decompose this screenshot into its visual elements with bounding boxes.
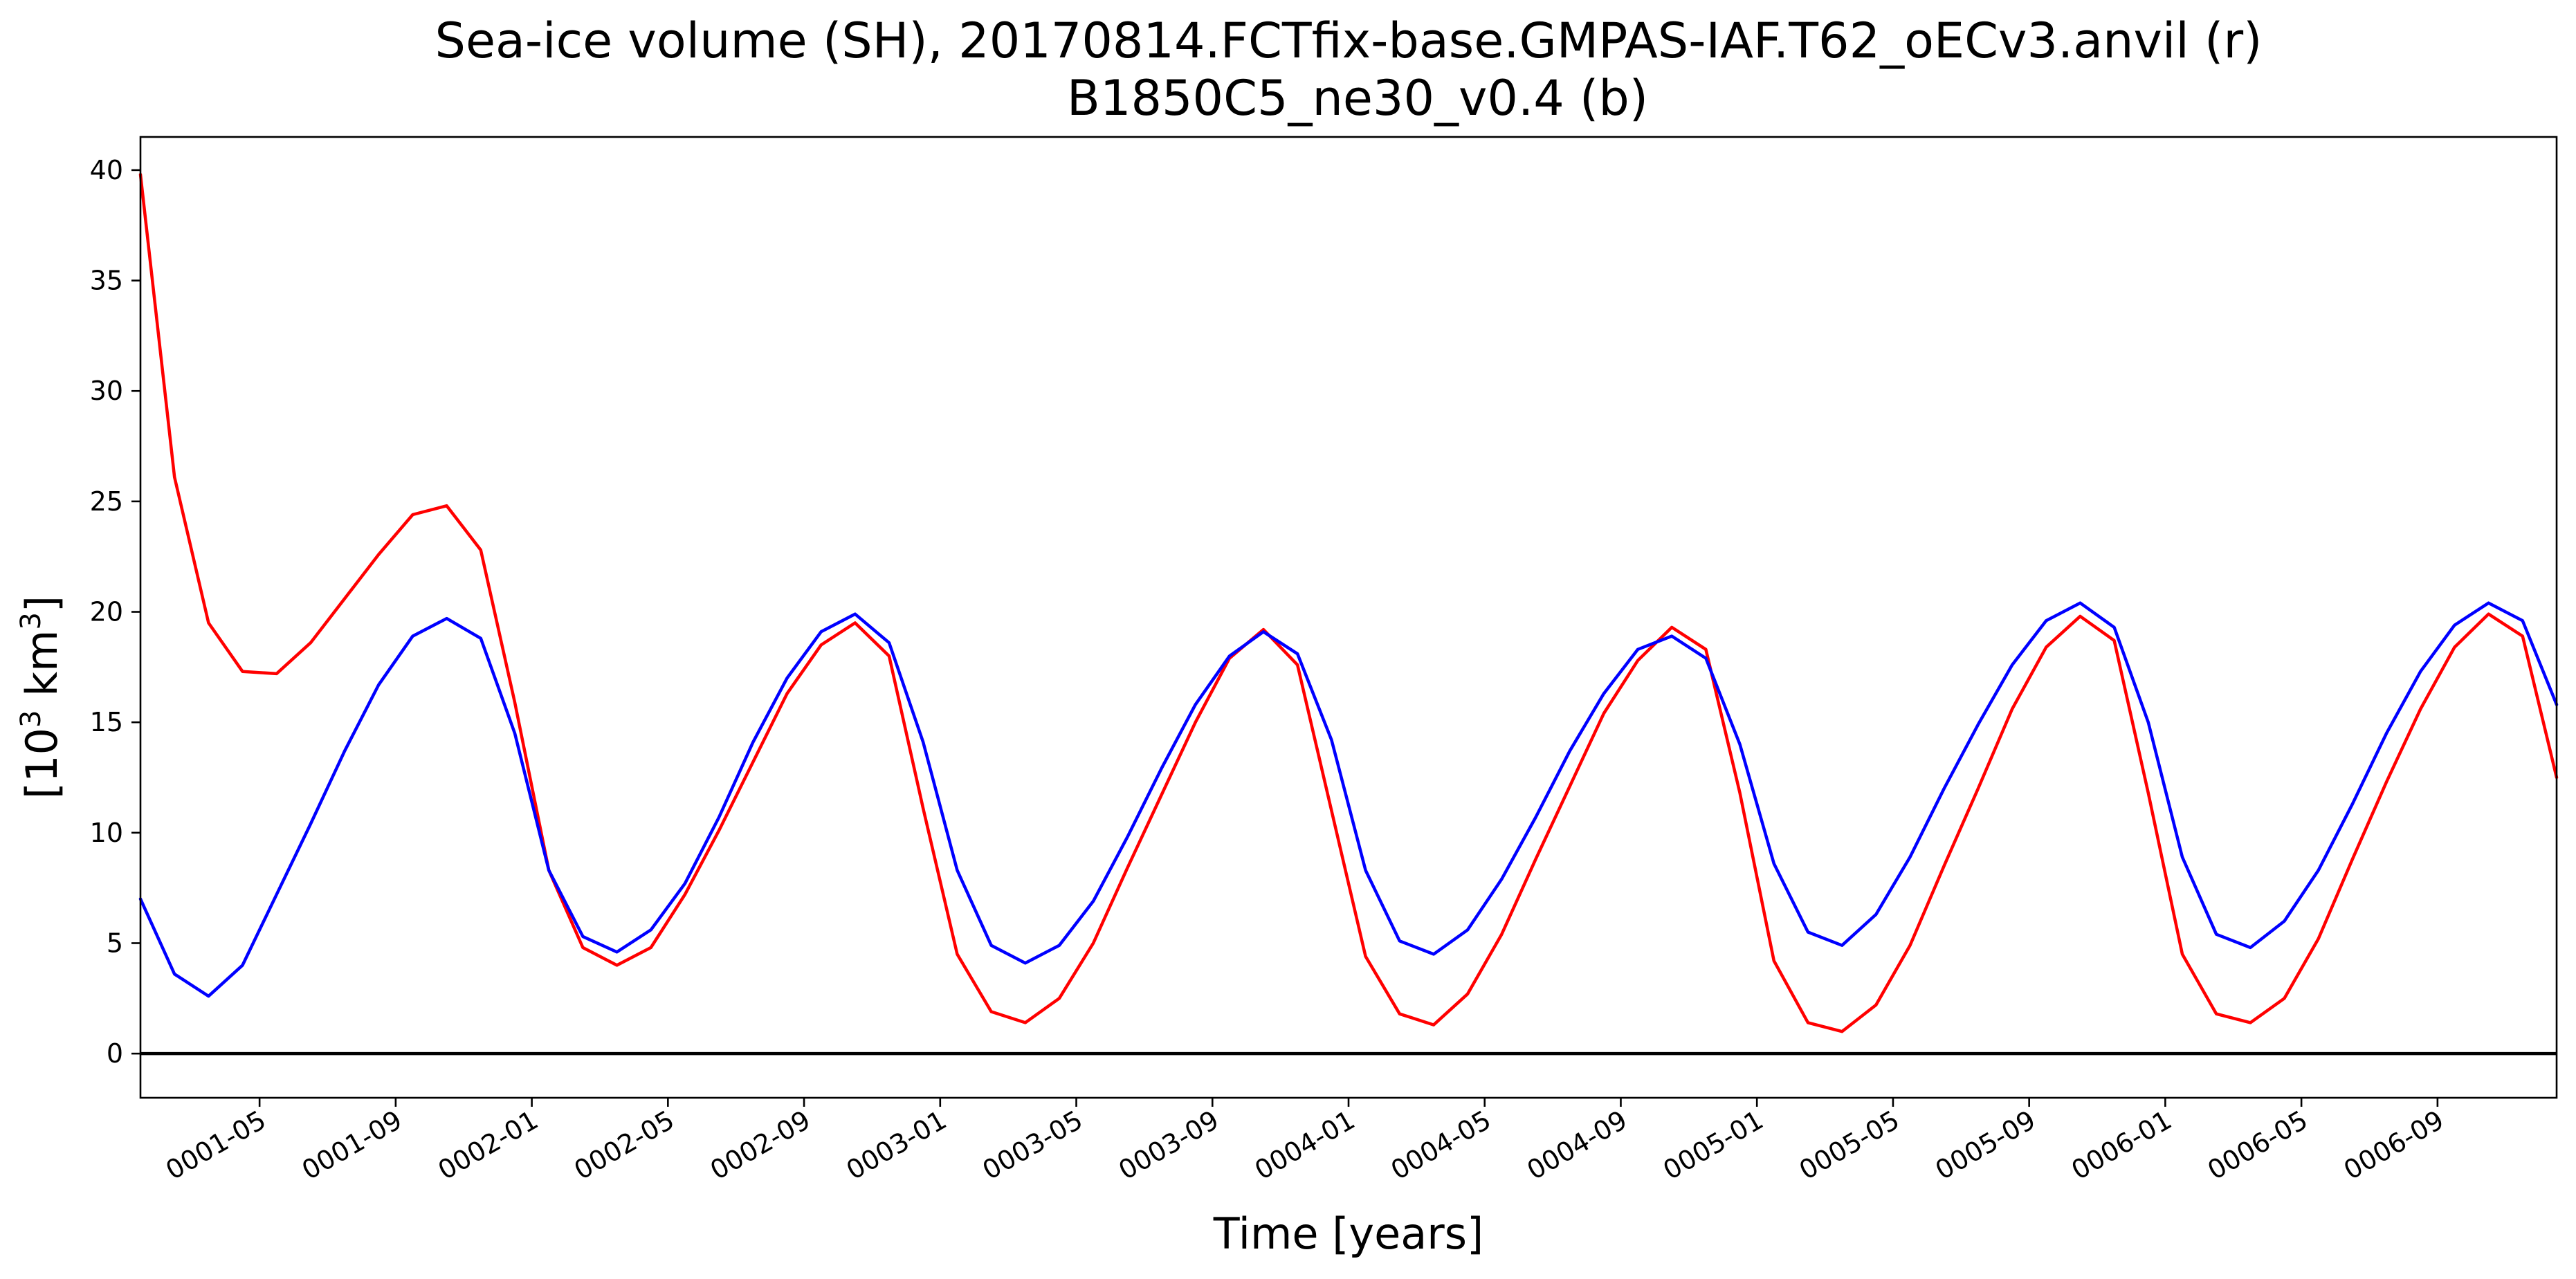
y-tick-label: 35 bbox=[90, 266, 123, 296]
chart-title-line-2: B1850C5_ne30_v0.4 (b) bbox=[1067, 70, 1648, 127]
y-axis-label-exponent-1: 3 bbox=[15, 710, 47, 728]
x-tick-label: 0003-01 bbox=[841, 1105, 952, 1186]
series-line-2 bbox=[138, 601, 2559, 998]
y-tick-label: 0 bbox=[107, 1038, 123, 1069]
y-axis: 0 5 10 15 20 25 30 35 40 bbox=[90, 155, 140, 1069]
y-axis-label: [103 km3] bbox=[15, 596, 67, 799]
series-line-1 bbox=[138, 173, 2559, 1033]
series-layer bbox=[138, 173, 2559, 1033]
y-axis-label-exponent-2: 3 bbox=[15, 612, 47, 629]
y-tick-label: 30 bbox=[90, 376, 123, 406]
y-axis-label-close: ] bbox=[17, 596, 67, 612]
x-tick-label: 0001-05 bbox=[161, 1105, 271, 1186]
plot-frame bbox=[139, 136, 2558, 1099]
y-tick-label: 25 bbox=[90, 486, 123, 517]
y-tick-label: 15 bbox=[90, 707, 123, 737]
y-tick-label: 10 bbox=[90, 818, 123, 848]
y-axis-label-base: [10 bbox=[17, 728, 67, 799]
x-axis-label: Time [years] bbox=[1213, 1208, 1483, 1259]
x-tick-label: 0005-09 bbox=[1930, 1105, 2041, 1186]
x-tick-label: 0004-01 bbox=[1250, 1105, 1360, 1186]
y-axis-label-unit: km bbox=[17, 630, 67, 710]
x-tick-label: 0006-05 bbox=[2202, 1105, 2313, 1186]
x-tick-label: 0006-09 bbox=[2339, 1105, 2449, 1186]
x-tick-label: 0004-09 bbox=[1522, 1105, 1632, 1186]
x-tick-label: 0002-01 bbox=[433, 1105, 544, 1186]
x-tick-label: 0005-01 bbox=[1658, 1105, 1769, 1186]
chart-title-line-1: Sea-ice volume (SH), 20170814.FCTfix-bas… bbox=[435, 12, 2263, 69]
y-tick-label: 20 bbox=[90, 597, 123, 627]
x-tick-label: 0002-05 bbox=[569, 1105, 679, 1186]
x-tick-label: 0004-05 bbox=[1386, 1105, 1497, 1186]
x-tick-label: 0005-05 bbox=[1794, 1105, 1905, 1186]
x-axis: 0001-05 0001-09 0002-01 0002-05 0002-09 0003-… bbox=[161, 1098, 2449, 1186]
x-tick-label: 0003-05 bbox=[978, 1105, 1088, 1186]
y-tick-label: 5 bbox=[107, 928, 123, 958]
x-tick-label: 0003-09 bbox=[1113, 1105, 1224, 1186]
x-tick-label: 0001-09 bbox=[297, 1105, 408, 1186]
x-tick-label: 0002-09 bbox=[705, 1105, 816, 1186]
y-tick-label: 40 bbox=[90, 155, 123, 185]
x-tick-label: 0006-01 bbox=[2066, 1105, 2177, 1186]
